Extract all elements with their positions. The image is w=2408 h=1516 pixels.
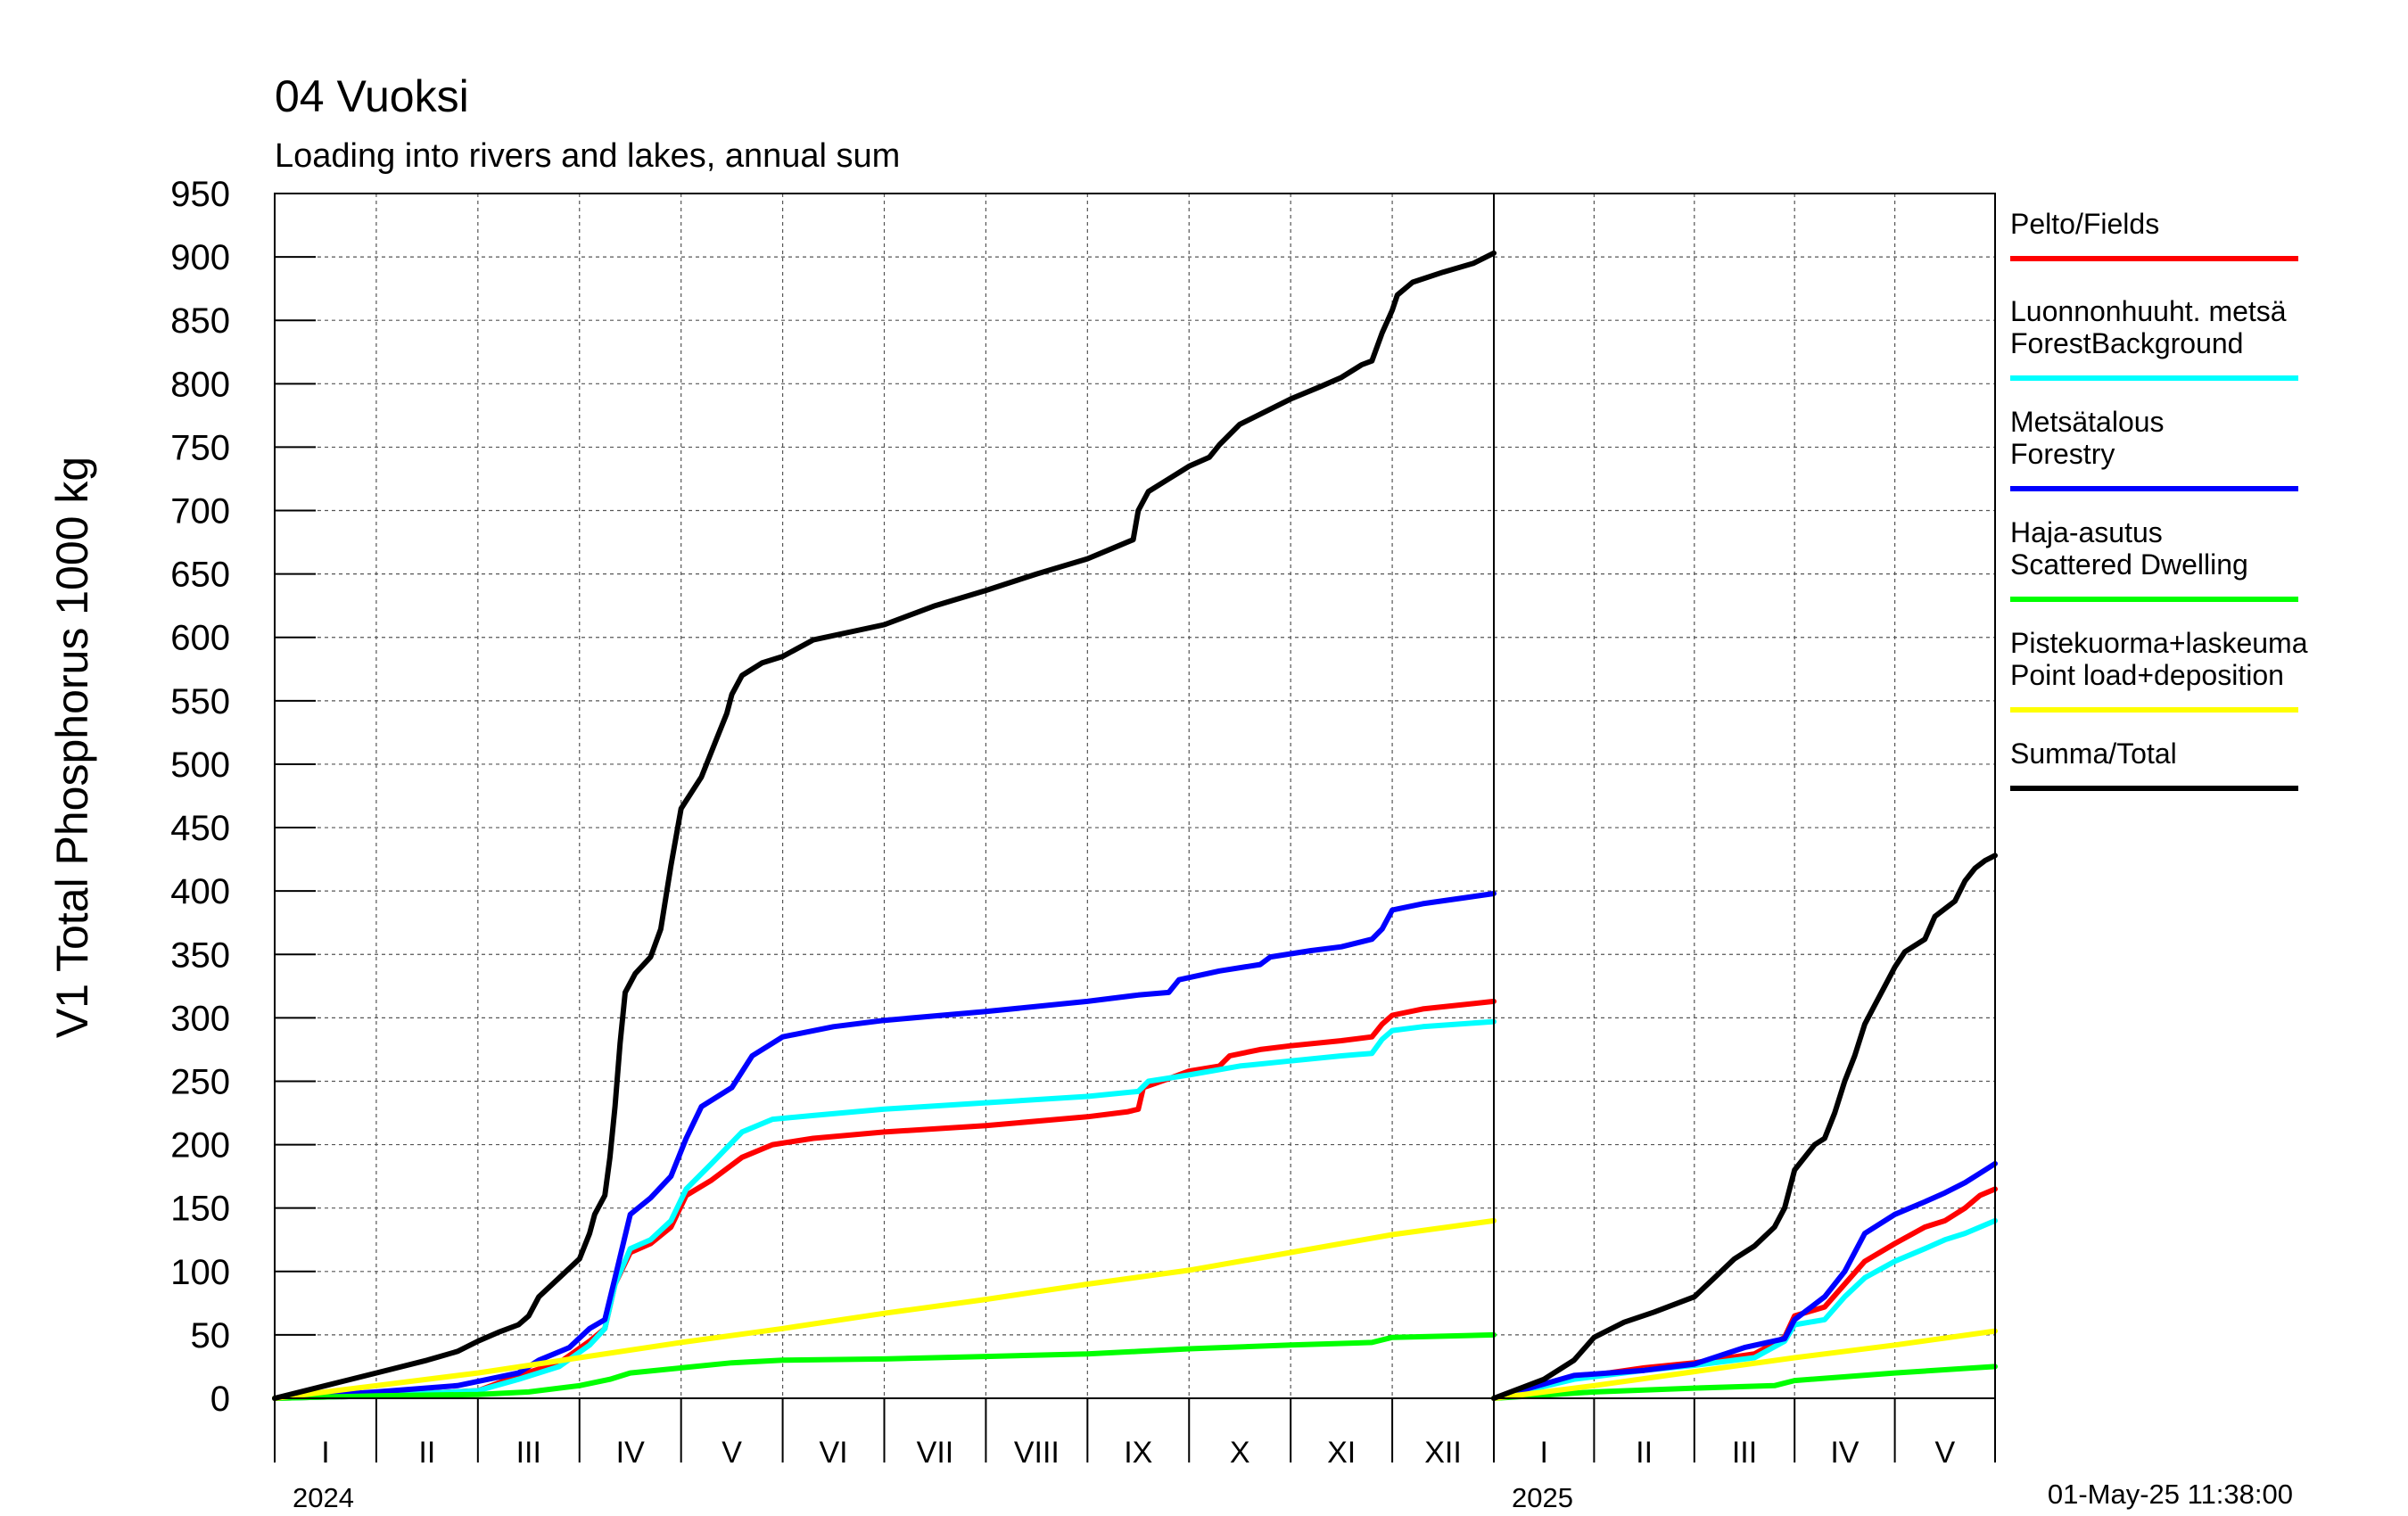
- month-label: V: [1934, 1436, 1955, 1470]
- y-axis-ticks: 0 50 100 150 200 250 300 350 400 450 500 550 600 650 7…: [170, 175, 316, 1419]
- series-line-2-2024: [272, 891, 1497, 1401]
- y-tick-label: 100: [170, 1253, 230, 1292]
- series-line-3-2025: [1491, 1364, 1998, 1401]
- legend-label-line: ForestBackground: [2010, 327, 2243, 359]
- month-label: V: [722, 1436, 742, 1470]
- y-tick-label: 400: [170, 872, 230, 911]
- month-label: XI: [1327, 1436, 1356, 1470]
- month-label: IV: [1830, 1436, 1859, 1470]
- y-tick-label: 150: [170, 1190, 230, 1229]
- y-tick-label: 50: [191, 1316, 231, 1355]
- chart-title: 04 Vuoksi: [275, 71, 469, 121]
- y-tick-label: 900: [170, 238, 230, 277]
- y-tick-label: 250: [170, 1062, 230, 1101]
- month-label: IX: [1124, 1436, 1152, 1470]
- year-label: 2025: [1512, 1482, 1573, 1513]
- y-axis-label: V1 Total Phosphorus 1000 kg: [47, 457, 97, 1038]
- month-label: II: [1636, 1436, 1653, 1470]
- y-tick-label: 200: [170, 1126, 230, 1166]
- legend-entry-label: Luonnonhuuht. metsä ForestBackground: [2010, 295, 2287, 359]
- y-tick-label: 500: [170, 746, 230, 785]
- month-label: VI: [819, 1436, 847, 1470]
- legend-label-line: Haja-asutus: [2010, 516, 2163, 548]
- legend-label-line: Metsätalous: [2010, 406, 2165, 438]
- y-tick-label: 850: [170, 301, 230, 341]
- series-line-5-2025: [1491, 853, 1998, 1401]
- legend-label-line: Pelto/Fields: [2010, 208, 2159, 240]
- legend-label-line: Point load+deposition: [2010, 659, 2284, 691]
- y-tick-label: 300: [170, 999, 230, 1038]
- legend-label-line: Forestry: [2010, 438, 2115, 470]
- month-label: XII: [1424, 1436, 1462, 1470]
- series-line-4-2025: [1491, 1328, 1998, 1401]
- y-tick-label: 350: [170, 935, 230, 975]
- y-tick-label: 750: [170, 428, 230, 467]
- series-line-1-2024: [272, 1018, 1497, 1401]
- legend: Pelto/Fields Luonnonhuuht. metsä ForestBac…: [2010, 208, 2308, 791]
- legend-entry-label: Haja-asutus Scattered Dwelling: [2010, 516, 2248, 581]
- chart-subtitle: Loading into rivers and lakes, annual su…: [275, 137, 900, 175]
- month-label: II: [418, 1436, 435, 1470]
- series-line-5-2024: [272, 250, 1497, 1401]
- series-lines: [272, 250, 1998, 1401]
- y-tick-label: 950: [170, 175, 230, 214]
- month-label: I: [1539, 1436, 1547, 1470]
- month-label: VII: [917, 1436, 954, 1470]
- legend-label-line: Pistekuorma+laskeuma: [2010, 627, 2308, 659]
- legend-label-line: Summa/Total: [2010, 737, 2177, 770]
- series-line-2-2025: [1491, 1160, 1998, 1401]
- y-tick-label: 650: [170, 556, 230, 595]
- month-label: X: [1230, 1436, 1250, 1470]
- y-tick-label: 550: [170, 682, 230, 721]
- legend-entry-label: Pelto/Fields: [2010, 208, 2159, 240]
- year-label: 2024: [293, 1482, 354, 1513]
- month-label: VIII: [1014, 1436, 1060, 1470]
- month-label: III: [1732, 1436, 1757, 1470]
- grid: [275, 194, 1995, 1398]
- series-line-3-2024: [272, 1331, 1497, 1401]
- legend-label-line: Luonnonhuuht. metsä: [2010, 295, 2287, 327]
- y-tick-label: 450: [170, 809, 230, 848]
- y-tick-label: 600: [170, 619, 230, 658]
- legend-entry-label: Summa/Total: [2010, 737, 2177, 770]
- legend-entry-label: Metsätalous Forestry: [2010, 406, 2165, 470]
- series-line-4-2024: [272, 1217, 1497, 1401]
- y-tick-label: 800: [170, 365, 230, 404]
- timestamp: 01-May-25 11:38:00: [2048, 1479, 2293, 1510]
- plot-frames: [274, 193, 1996, 1399]
- y-tick-label: 700: [170, 492, 230, 531]
- plot-frame: [1493, 193, 1996, 1399]
- month-label: III: [516, 1436, 541, 1470]
- legend-entry-label: Pistekuorma+laskeuma Point load+depositio…: [2010, 627, 2308, 691]
- y-tick-label: 0: [210, 1380, 230, 1419]
- month-label: I: [321, 1436, 329, 1470]
- legend-label-line: Scattered Dwelling: [2010, 548, 2248, 581]
- month-label: IV: [616, 1436, 645, 1470]
